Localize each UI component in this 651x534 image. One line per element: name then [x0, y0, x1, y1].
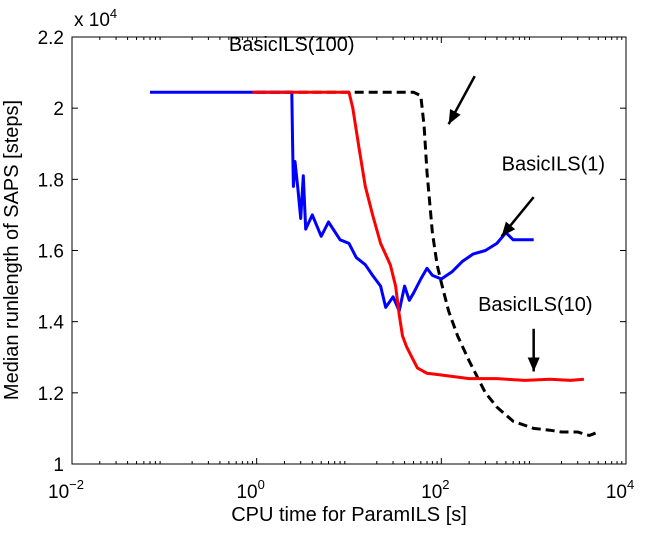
x-tick-label-base: 10: [421, 482, 442, 503]
x-tick-label-base: 10: [48, 482, 69, 503]
series-layer: [150, 90, 599, 437]
annotation-layer: BasicILS(100) BasicILS(1) BasicILS(10): [229, 34, 605, 372]
x-axis-title: CPU time for ParamILS [s]: [231, 504, 467, 526]
x-tick-label-exp: 0: [258, 477, 265, 492]
y-tick-label: 1: [53, 455, 64, 476]
x-tick-label: 102: [421, 477, 449, 503]
annotation-label: BasicILS(10): [478, 294, 592, 316]
y-multiplier-exp: 4: [110, 6, 117, 21]
series-line-basicils-1: [150, 90, 534, 313]
x-tick-label-base: 10: [236, 482, 257, 503]
annotation-label: BasicILS(100): [229, 34, 355, 56]
y-axis-title: Median runlength of SAPS [steps]: [1, 100, 23, 400]
annotation-arrow-head: [501, 221, 516, 237]
series-line-basicils-100: [256, 90, 599, 437]
x-tick-label-base: 10: [606, 482, 627, 503]
x-tick-label-exp: 2: [442, 477, 449, 492]
y-tick-label: 2.2: [38, 28, 64, 49]
y-tick-label: 1.6: [38, 242, 64, 263]
x-tick-label-exp: 4: [627, 477, 634, 492]
series-line-basicils-10: [252, 90, 585, 382]
axis-ticks: [71, 36, 627, 465]
y-tick-label: 1.2: [38, 384, 64, 405]
annotation-arrow-head: [448, 109, 461, 125]
annotation-label: BasicILS(1): [502, 153, 605, 175]
x-tick-label-exp: −2: [69, 477, 84, 492]
plot-area-frame: [71, 36, 627, 465]
y-tick-label: 2: [53, 99, 64, 120]
y-multiplier-base: x 10: [74, 10, 110, 31]
annotation-arrow-head: [527, 357, 540, 372]
x-tick-label: 104: [606, 477, 634, 503]
y-tick-label: 1.8: [38, 170, 64, 191]
x-tick-label: 100: [236, 477, 264, 503]
y-multiplier: x 104: [74, 6, 117, 31]
x-tick-label: 10−2: [48, 477, 84, 503]
y-tick-label: 1.4: [38, 313, 65, 334]
